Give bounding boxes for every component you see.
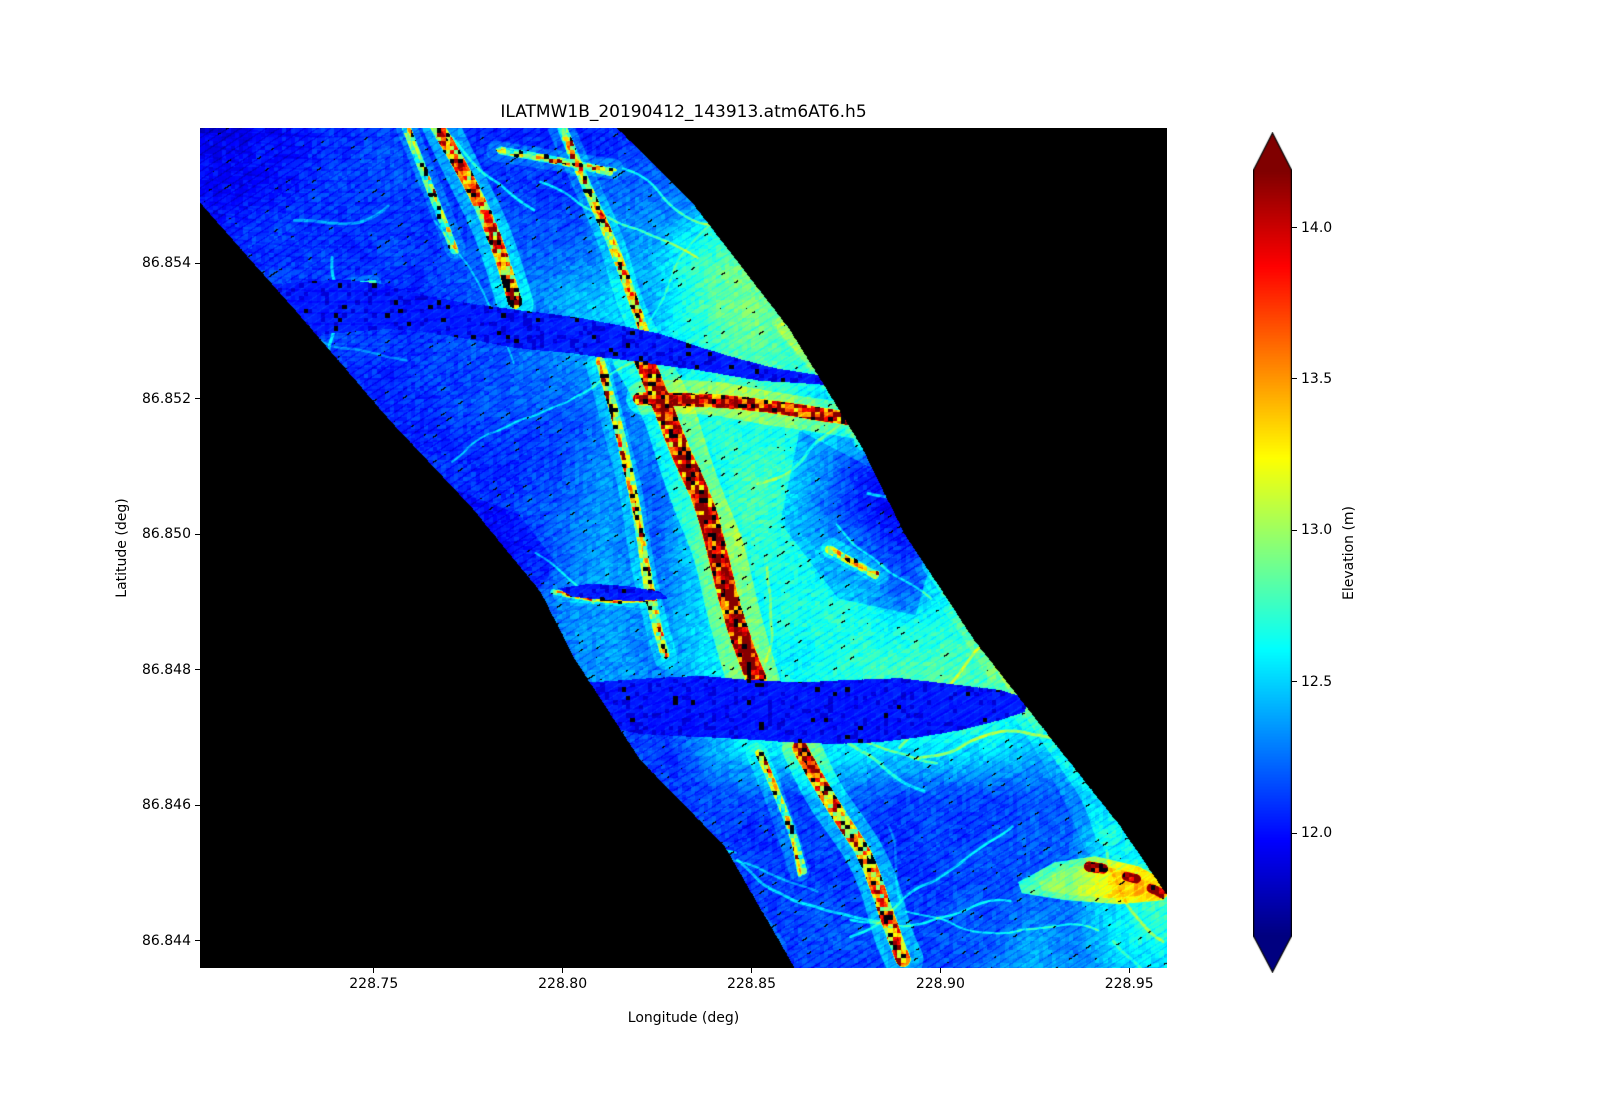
plot-area [200,128,1167,968]
x-axis-tick-label: 228.95 [1104,976,1154,992]
y-axis-tick-label: 86.848 [142,661,191,678]
y-axis-tick-label: 86.850 [142,526,191,543]
x-axis-tick-label: 228.80 [538,976,588,992]
colorbar-tick-label: 13.0 [1301,522,1333,539]
colorbar [1253,132,1292,973]
colorbar-tick-label: 12.5 [1301,673,1333,690]
plot-title: ILATMW1B_20190412_143913.atm6AT6.h5 [500,102,867,122]
x-axis-tick [373,968,375,973]
y-axis-tick [195,533,200,535]
y-axis-label: Latitude (deg) [114,498,130,598]
colorbar-tick-label: 13.5 [1301,370,1333,387]
y-axis-tick-label: 86.844 [142,932,191,949]
colorbar-tick [1292,227,1297,229]
colorbar-tick [1292,832,1297,834]
x-axis-tick [562,968,564,973]
x-axis-tick [1128,968,1130,973]
y-axis-tick [195,804,200,806]
x-axis-label: Longitude (deg) [627,1010,740,1026]
y-axis-tick-label: 86.854 [142,255,191,272]
y-axis-tick [195,262,200,264]
y-axis-tick-label: 86.852 [142,390,191,407]
y-axis-tick [195,398,200,400]
y-axis-tick-label: 86.846 [142,797,191,814]
y-axis-tick [195,669,200,671]
colorbar-label: Elevation (m) [1341,505,1357,601]
x-axis-tick-label: 228.75 [349,976,399,992]
colorbar-tick-label: 12.0 [1301,825,1333,842]
colorbar-tick [1292,378,1297,380]
x-axis-tick-label: 228.90 [915,976,965,992]
colorbar-tick [1292,529,1297,531]
elevation-heatmap-canvas [200,128,1167,968]
colorbar-tick-label: 14.0 [1301,219,1333,236]
colorbar-tick [1292,681,1297,683]
x-axis-tick [750,968,752,973]
x-axis-tick [939,968,941,973]
colorbar-canvas [1253,132,1292,973]
y-axis-tick [195,940,200,942]
x-axis-tick-label: 228.85 [726,976,776,992]
